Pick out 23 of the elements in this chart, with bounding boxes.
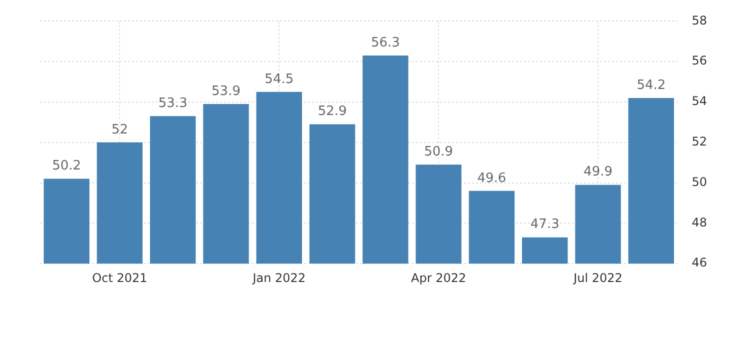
y-tick-label: 52	[692, 134, 708, 149]
data-label: 53.9	[212, 84, 240, 99]
x-tick-label: Jan 2022	[252, 270, 306, 285]
data-label: 50.2	[52, 158, 82, 174]
data-label: 53.3	[158, 96, 188, 112]
data-label: 54.2	[636, 78, 666, 93]
data-label: 56.3	[370, 35, 400, 50]
y-tick-label: 48	[692, 215, 708, 230]
data-label: 47.3	[530, 217, 560, 232]
data-label: 52.9	[318, 104, 347, 120]
x-tick-label: Jul 2022	[572, 270, 622, 285]
y-tick-label: 54	[692, 94, 708, 108]
data-label: 54.5	[264, 72, 294, 87]
x-tick-label: Oct 2021	[92, 270, 148, 285]
x-tick-label: Apr 2022	[411, 270, 466, 285]
y-tick-label: 50	[692, 174, 708, 189]
data-label: 49.9	[584, 164, 612, 180]
data-label: 49.6	[477, 170, 506, 186]
y-tick-label: 58	[692, 13, 708, 28]
y-tick-label: 46	[692, 256, 708, 270]
data-label: 50.9	[424, 144, 454, 160]
y-tick-label: 56	[692, 54, 708, 68]
data-label: 52	[111, 122, 128, 138]
